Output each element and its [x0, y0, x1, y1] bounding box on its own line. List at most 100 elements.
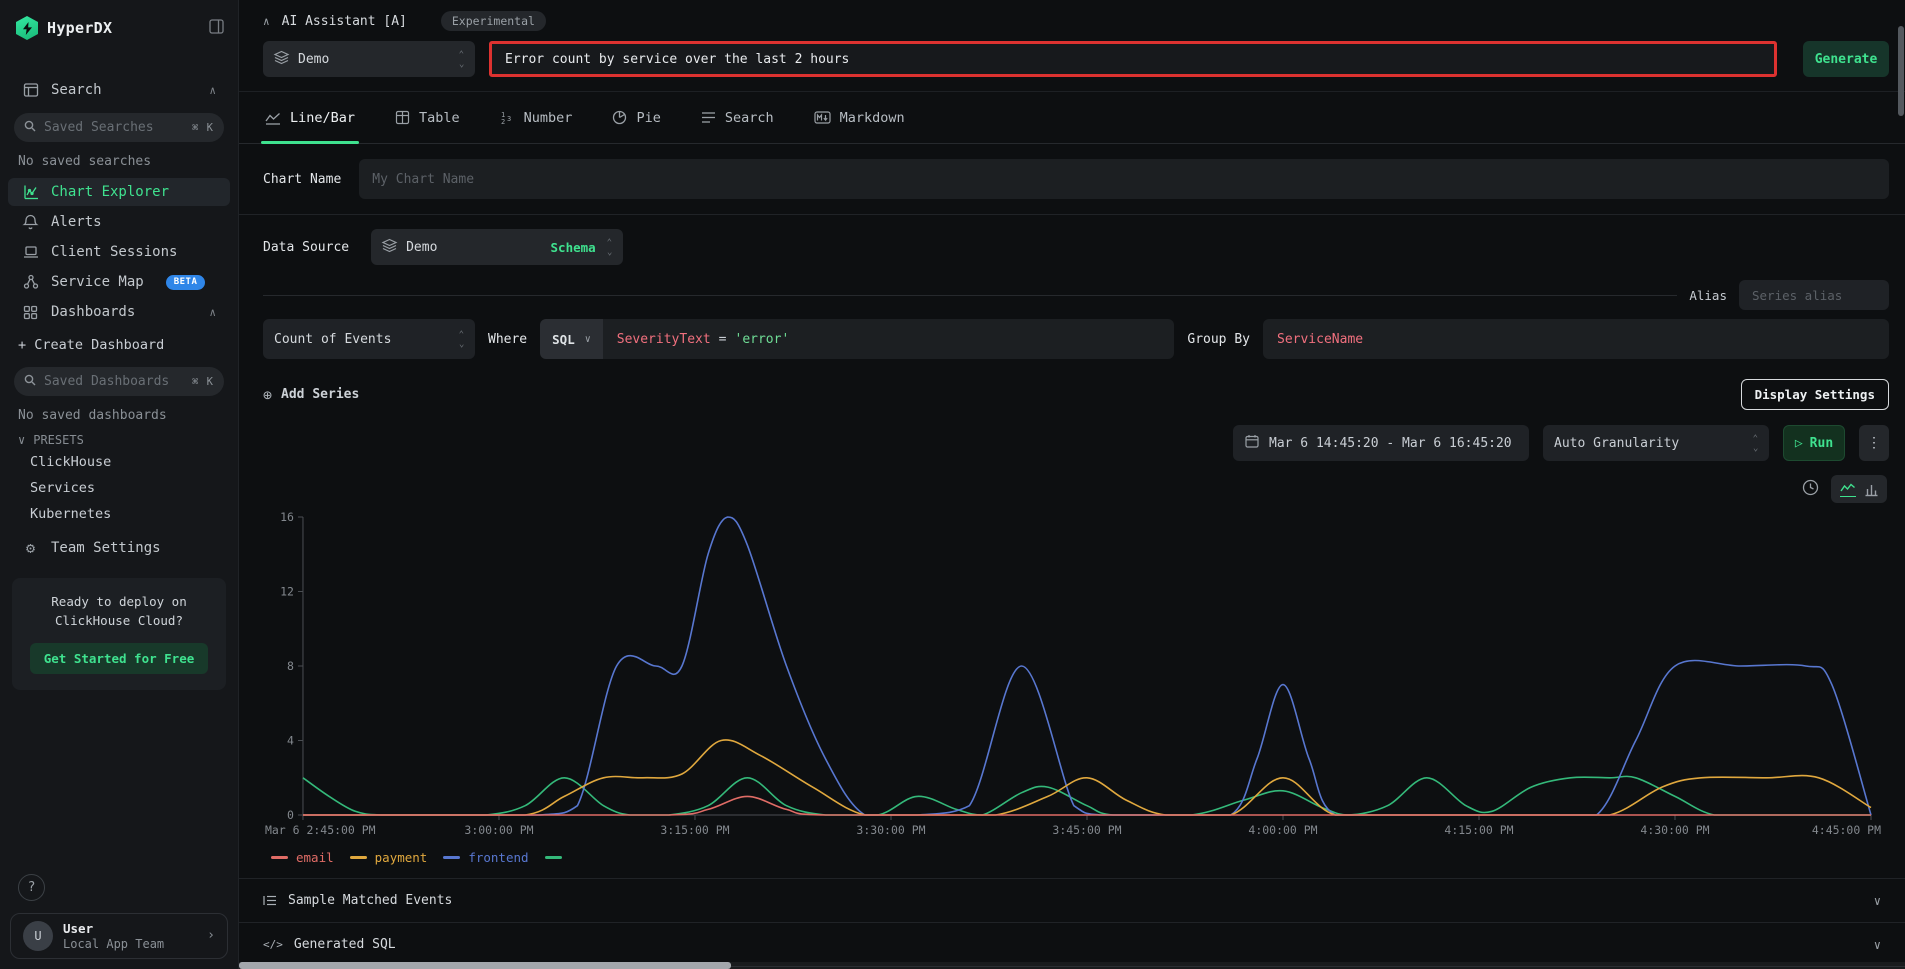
horizontal-scrollbar-thumb[interactable] [239, 962, 731, 969]
ai-source-select[interactable]: Demo ⌃⌃ [263, 41, 475, 77]
circled-plus-icon: ⊕ [263, 386, 272, 404]
generated-sql-section[interactable]: </> Generated SQL ∨ [239, 923, 1905, 967]
promo-text: Ready to deploy on ClickHouse Cloud? [22, 592, 216, 631]
legend-item[interactable]: email [271, 850, 334, 865]
sidebar-item-label: Alerts [51, 214, 102, 230]
data-source-select[interactable]: Demo Schema ⌃⌃ [371, 229, 623, 265]
time-range-picker[interactable]: Mar 6 14:45:20 - Mar 6 16:45:20 [1233, 425, 1529, 461]
search-icon [24, 120, 36, 136]
user-menu[interactable]: U User Local App Team › [10, 913, 228, 959]
collapse-caret-icon[interactable]: ∧ [263, 15, 270, 28]
no-saved-searches-text: No saved searches [0, 150, 238, 177]
presets-label: PRESETS [33, 433, 84, 447]
calendar-icon [1245, 434, 1259, 452]
sidebar-item-team-settings[interactable]: ⚙ Team Settings [8, 533, 230, 563]
add-series-button[interactable]: ⊕ Add Series [263, 386, 359, 404]
tab-label: Line/Bar [290, 110, 355, 126]
sidebar-item-label: Search [51, 82, 102, 98]
where-clause-group: SQL ∨ SeverityText = 'error' [540, 319, 1174, 359]
legend-label: frontend [468, 850, 528, 865]
preset-item-clickhouse[interactable]: ClickHouse [0, 449, 238, 475]
sidebar-collapse-icon[interactable] [209, 19, 224, 38]
presets-toggle[interactable]: ∨ PRESETS [0, 425, 238, 449]
clickhouse-cloud-promo: Ready to deploy on ClickHouse Cloud? Get… [12, 578, 226, 690]
help-button[interactable]: ? [18, 874, 45, 901]
select-chevrons-icon: ⌃⌃ [459, 332, 464, 346]
svg-text:4:15:00 PM: 4:15:00 PM [1444, 823, 1513, 837]
tab-table[interactable]: Table [393, 92, 462, 143]
granularity-select[interactable]: Auto Granularity ⌃⌃ [1543, 425, 1769, 461]
shortcut-hint: ⌘ K [192, 122, 214, 134]
display-settings-button[interactable]: Display Settings [1741, 379, 1889, 410]
more-options-button[interactable]: ⋮ [1859, 425, 1889, 461]
svg-text:Mar 6 2:45:00 PM: Mar 6 2:45:00 PM [265, 823, 376, 837]
chart-area[interactable]: 0481216Mar 6 2:45:00 PM3:00:00 PM3:15:00… [239, 503, 1905, 843]
generate-button[interactable]: Generate [1803, 41, 1889, 77]
tab-markdown[interactable]: Markdown [812, 92, 907, 143]
sidebar-item-chart-explorer[interactable]: Chart Explorer [8, 178, 230, 206]
where-sql-input[interactable]: SeverityText = 'error' [603, 319, 1175, 359]
svg-text:16: 16 [280, 510, 294, 524]
sidebar-item-service-map[interactable]: Service Map BETA [8, 268, 230, 296]
preset-item-services[interactable]: Services [0, 475, 238, 501]
svg-text:8: 8 [287, 659, 294, 673]
chart-name-label: Chart Name [263, 172, 341, 187]
create-dashboard-button[interactable]: + Create Dashboard [0, 327, 238, 359]
series-alias-input[interactable] [1739, 280, 1889, 310]
run-label: Run [1810, 436, 1833, 451]
vertical-scrollbar-thumb[interactable] [1898, 26, 1904, 116]
alias-row: Alias [239, 277, 1905, 311]
saved-searches-input[interactable]: Saved Searches ⌘ K [14, 113, 224, 142]
avatar: U [23, 921, 53, 951]
legend-label: payment [375, 850, 428, 865]
sidebar-item-label: Service Map [51, 274, 144, 290]
ai-prompt-input[interactable] [489, 41, 1777, 77]
sidebar-item-dashboards[interactable]: Dashboards ∧ [8, 298, 230, 326]
language-select[interactable]: SQL ∨ [540, 319, 603, 359]
network-icon [22, 274, 39, 290]
chevron-down-icon: ∨ [18, 433, 25, 447]
viz-type-toggle [1831, 475, 1887, 503]
preset-item-kubernetes[interactable]: Kubernetes [0, 501, 238, 527]
tab-number[interactable]: 123 Number [498, 92, 575, 143]
code-icon: </> [263, 938, 283, 951]
sidebar-item-label: Chart Explorer [51, 184, 169, 200]
bar-view-toggle[interactable] [1865, 483, 1878, 496]
sidebar-item-search[interactable]: Search ∧ [8, 76, 230, 104]
tab-label: Table [419, 110, 460, 126]
chart-explorer-icon [22, 184, 39, 200]
horizontal-scrollbar-track[interactable] [239, 962, 1905, 969]
list-icon [701, 111, 716, 124]
app-title: HyperDX [47, 19, 112, 37]
schema-link[interactable]: Schema [551, 240, 596, 255]
chart-legend: email payment frontend [239, 843, 1905, 865]
chevron-up-icon: ∧ [209, 84, 216, 97]
markdown-icon [814, 111, 831, 124]
tab-pie[interactable]: Pie [610, 92, 662, 143]
sidebar-item-client-sessions[interactable]: Client Sessions [8, 238, 230, 266]
line-view-toggle[interactable] [1840, 482, 1856, 497]
legend-item[interactable] [545, 856, 562, 859]
run-button[interactable]: ▷ Run [1783, 425, 1845, 461]
section-title: Generated SQL [294, 937, 396, 952]
bell-icon [22, 214, 39, 230]
saved-dashboards-input[interactable]: Saved Dashboards ⌘ K [14, 367, 224, 396]
group-by-value: ServiceName [1277, 332, 1363, 347]
get-started-button[interactable]: Get Started for Free [30, 643, 208, 674]
group-by-input[interactable]: ServiceName [1263, 319, 1889, 359]
ai-source-value: Demo [298, 52, 329, 67]
sidebar: HyperDX Search ∧ Saved Searches ⌘ K No s… [0, 0, 238, 969]
clock-icon[interactable] [1802, 479, 1819, 500]
legend-item[interactable]: payment [350, 850, 428, 865]
legend-item[interactable]: frontend [443, 850, 528, 865]
tab-line-bar[interactable]: Line/Bar [263, 92, 357, 143]
chart-name-input[interactable] [359, 159, 1889, 199]
select-chevrons-icon: ⌃⌃ [459, 52, 464, 66]
legend-dash-icon [271, 856, 288, 859]
legend-dash-icon [545, 856, 562, 859]
aggregation-select[interactable]: Count of Events ⌃⌃ [263, 319, 475, 359]
sidebar-item-alerts[interactable]: Alerts [8, 208, 230, 236]
tab-search[interactable]: Search [699, 92, 776, 143]
sample-matched-events-section[interactable]: Sample Matched Events ∨ [239, 879, 1905, 923]
sidebar-item-label: Client Sessions [51, 244, 177, 260]
